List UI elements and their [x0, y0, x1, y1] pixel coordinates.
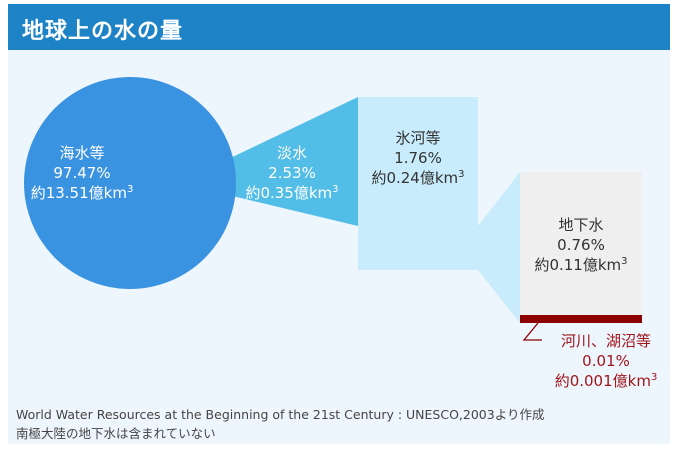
- source-citation: World Water Resources at the Beginning o…: [16, 407, 545, 422]
- freshwater-amount: 約0.35億km3: [232, 183, 352, 203]
- rivers-amount-value: 約0.001億km: [554, 372, 651, 390]
- groundwater-amount: 約0.11億km3: [519, 255, 643, 275]
- ice-amount-exponent: 3: [458, 169, 465, 180]
- groundwater-amount-value: 約0.11億km: [534, 256, 622, 274]
- ice-amount: 約0.24億km3: [356, 168, 480, 188]
- sea-percent: 97.47%: [53, 164, 111, 182]
- freshwater-percent: 2.53%: [268, 164, 316, 182]
- exclusion-note: 南極大陸の地下水は含まれていない: [16, 426, 216, 441]
- ice-block: [358, 97, 478, 226]
- sea-amount-value: 約13.51億km: [30, 184, 127, 202]
- groundwater-band: [358, 226, 478, 270]
- groundwater-block: [520, 172, 642, 315]
- ice-percent: 1.76%: [394, 149, 442, 167]
- rivers-name: 河川、湖沼等: [560, 332, 651, 350]
- rivers-bar: [520, 315, 642, 323]
- rivers-percent: 0.01%: [582, 352, 630, 370]
- ice-amount-value: 約0.24億km: [371, 169, 459, 187]
- rivers-pointer-line: [522, 322, 542, 341]
- sea-water-circle: [24, 77, 236, 289]
- sea-label: 海水等 97.47% 約13.51億km3: [12, 143, 152, 203]
- sea-amount: 約13.51億km3: [12, 183, 152, 203]
- rivers-amount-exponent: 3: [650, 372, 658, 383]
- groundwater-label: 地下水 0.76% 約0.11億km3: [519, 215, 643, 275]
- groundwater-fan: [478, 172, 520, 323]
- freshwater-amount-exponent: 3: [332, 184, 339, 195]
- groundwater-percent: 0.76%: [557, 236, 605, 254]
- sea-name: 海水等: [59, 144, 105, 162]
- title-bar: 地球上の水の量: [8, 4, 670, 50]
- groundwater-name: 地下水: [558, 216, 604, 234]
- rivers-label: 河川、湖沼等 0.01% 約0.001億km3: [540, 331, 672, 391]
- freshwater-label: 淡水 2.53% 約0.35億km3: [232, 143, 352, 203]
- ice-name: 氷河等: [395, 129, 441, 147]
- freshwater-amount-value: 約0.35億km: [245, 184, 333, 202]
- freshwater-name: 淡水: [276, 144, 307, 162]
- source-note: World Water Resources at the Beginning o…: [16, 405, 544, 443]
- groundwater-amount-exponent: 3: [621, 256, 628, 267]
- page-title: 地球上の水の量: [22, 19, 184, 44]
- sea-amount-exponent: 3: [126, 184, 134, 195]
- rivers-amount: 約0.001億km3: [540, 371, 672, 391]
- ice-label: 氷河等 1.76% 約0.24億km3: [356, 128, 480, 188]
